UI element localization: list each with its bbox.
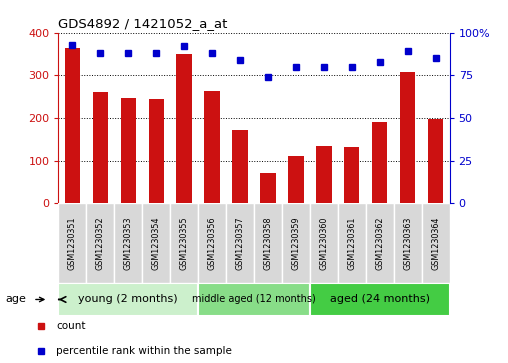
Bar: [58, 203, 86, 283]
Bar: [316, 146, 332, 203]
Bar: [226, 203, 254, 283]
Bar: [176, 54, 192, 203]
Text: GSM1230351: GSM1230351: [68, 216, 77, 270]
Bar: [204, 91, 220, 203]
Text: GSM1230362: GSM1230362: [375, 216, 384, 270]
Bar: [142, 203, 170, 283]
Bar: [86, 203, 114, 283]
Bar: [310, 203, 338, 283]
Bar: [344, 147, 360, 203]
Bar: [65, 48, 80, 203]
Bar: [310, 283, 450, 316]
Text: GSM1230357: GSM1230357: [236, 216, 244, 270]
Bar: [148, 99, 164, 203]
Text: GSM1230361: GSM1230361: [347, 216, 356, 270]
Text: GSM1230352: GSM1230352: [96, 216, 105, 270]
Text: GSM1230356: GSM1230356: [208, 216, 216, 270]
Text: count: count: [56, 321, 85, 331]
Bar: [366, 203, 394, 283]
Text: GDS4892 / 1421052_a_at: GDS4892 / 1421052_a_at: [58, 17, 228, 30]
Text: GSM1230363: GSM1230363: [403, 216, 412, 270]
Bar: [254, 203, 282, 283]
Text: GSM1230355: GSM1230355: [180, 216, 188, 270]
Bar: [58, 283, 198, 316]
Text: age: age: [5, 294, 26, 305]
Text: GSM1230354: GSM1230354: [152, 216, 161, 270]
Text: GSM1230359: GSM1230359: [292, 216, 300, 270]
Bar: [120, 98, 136, 203]
Text: middle aged (12 months): middle aged (12 months): [192, 294, 316, 305]
Text: young (2 months): young (2 months): [78, 294, 178, 305]
Text: aged (24 months): aged (24 months): [330, 294, 430, 305]
Bar: [232, 130, 248, 203]
Bar: [260, 172, 276, 203]
Text: GSM1230358: GSM1230358: [264, 216, 272, 270]
Bar: [338, 203, 366, 283]
Bar: [372, 122, 388, 203]
Bar: [282, 203, 310, 283]
Bar: [422, 203, 450, 283]
Bar: [170, 203, 198, 283]
Bar: [198, 203, 226, 283]
Bar: [288, 155, 304, 203]
Bar: [114, 203, 142, 283]
Bar: [400, 72, 416, 203]
Bar: [428, 119, 443, 203]
Text: GSM1230364: GSM1230364: [431, 216, 440, 270]
Text: GSM1230360: GSM1230360: [320, 216, 328, 270]
Bar: [394, 203, 422, 283]
Bar: [92, 91, 108, 203]
Text: percentile rank within the sample: percentile rank within the sample: [56, 346, 232, 356]
Bar: [198, 283, 310, 316]
Text: GSM1230353: GSM1230353: [124, 216, 133, 270]
